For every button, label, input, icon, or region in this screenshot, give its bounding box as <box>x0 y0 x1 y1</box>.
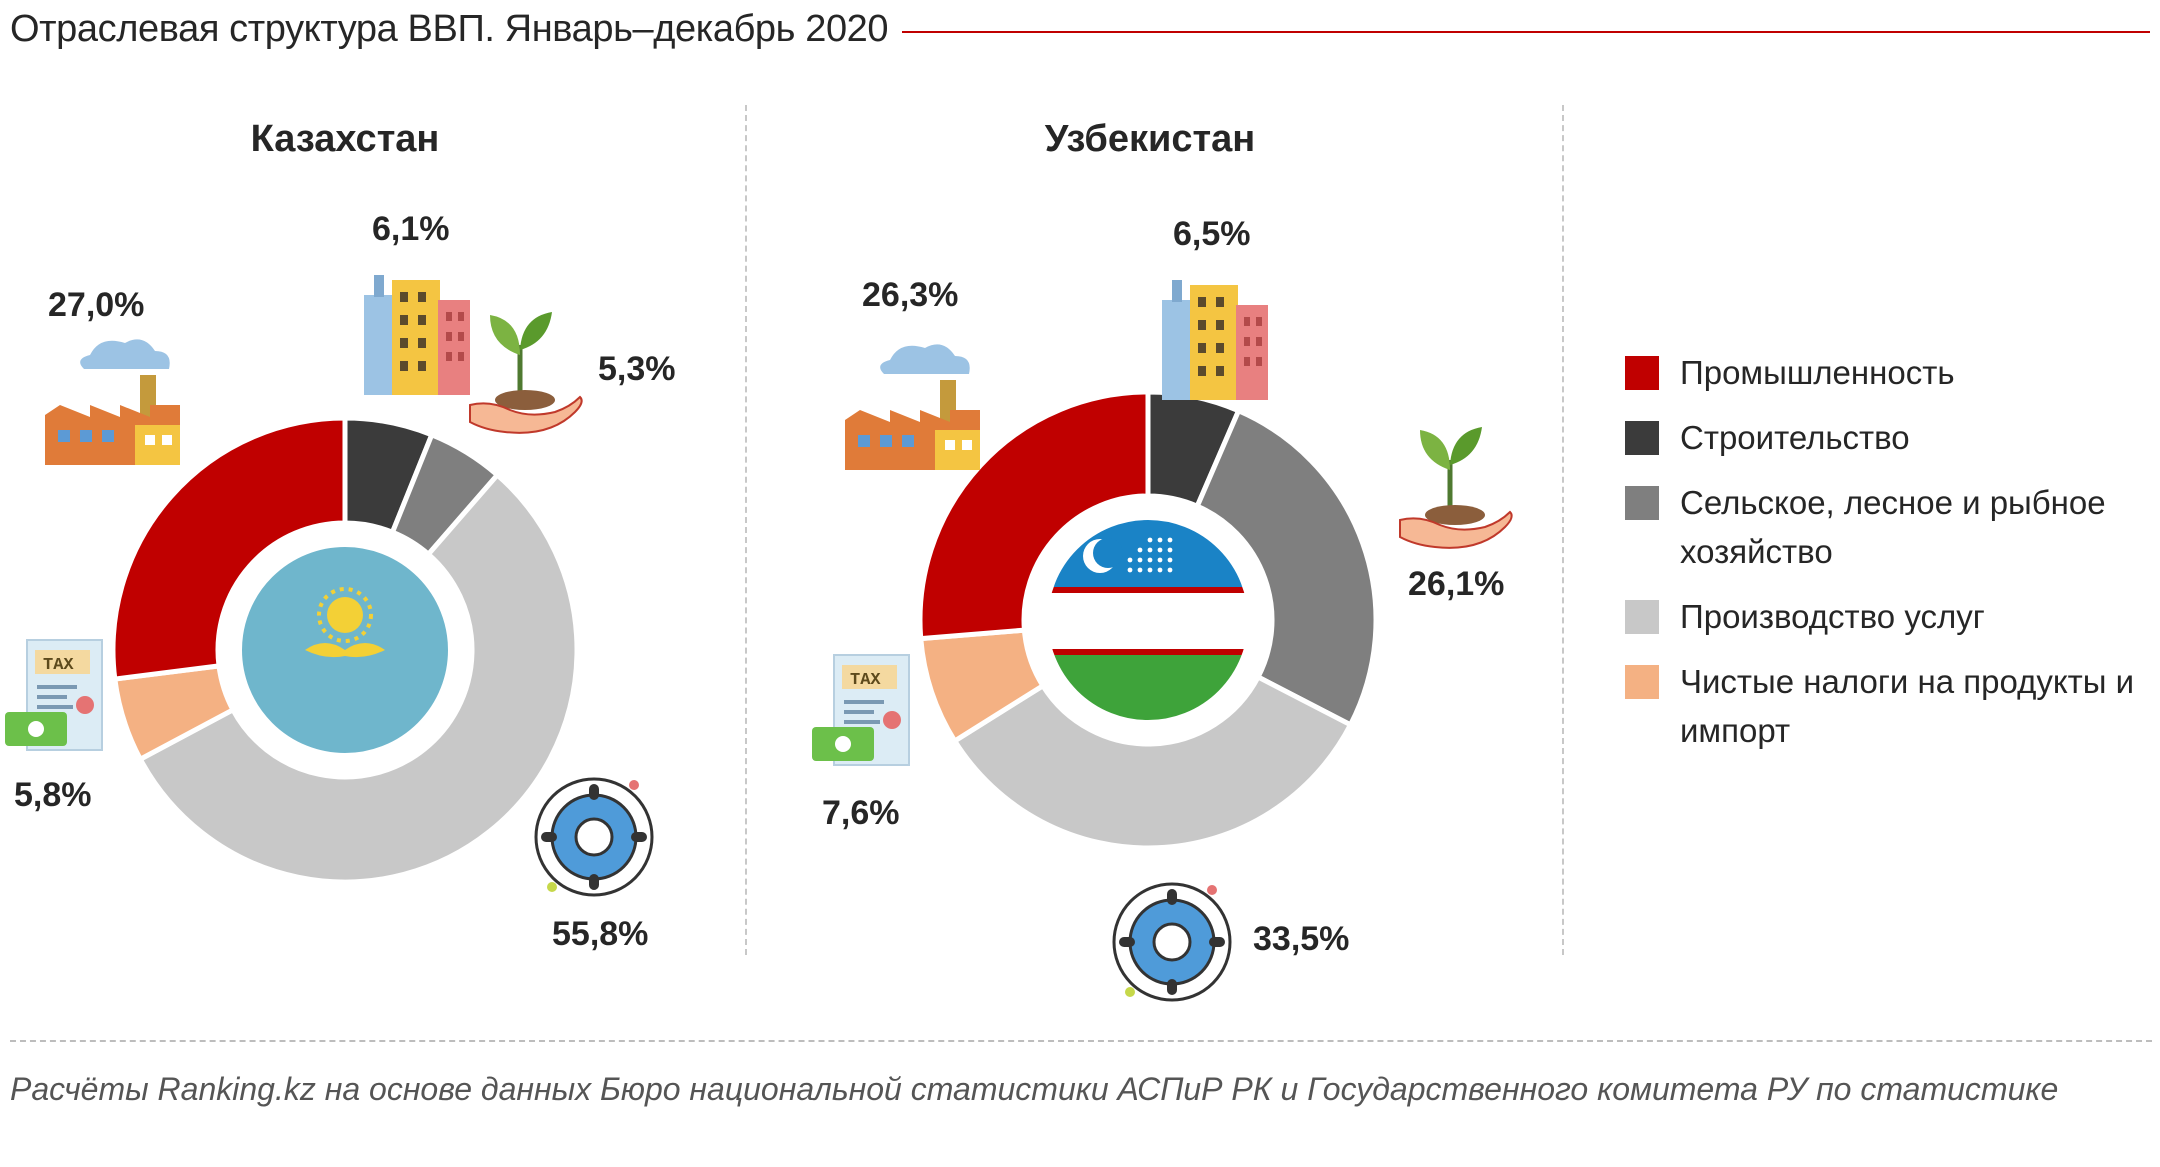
legend-swatch <box>1625 421 1659 455</box>
uz-label-services: 33,5% <box>1253 920 1349 958</box>
donut-kazakhstan <box>110 415 580 885</box>
legend-label: Строительство <box>1680 419 1910 456</box>
kz-label-services: 55,8% <box>552 915 648 953</box>
legend-swatch <box>1625 600 1659 634</box>
legend: Промышленность Строительство Сельское, л… <box>1625 348 2155 771</box>
chart-title: Отраслевая структура ВВП. Январь–декабрь… <box>10 8 903 51</box>
title-rule <box>10 31 2150 33</box>
uz-label-agriculture: 26,1% <box>1408 565 1504 603</box>
uz-label-industry: 26,3% <box>862 276 958 314</box>
legend-swatch <box>1625 665 1659 699</box>
tax-document-icon: TAX <box>5 639 103 751</box>
svg-text:TAX: TAX <box>850 671 881 690</box>
uz-label-taxes: 7,6% <box>822 794 900 832</box>
panel-title-kazakhstan: Казахстан <box>250 118 440 160</box>
separator-left <box>745 105 747 955</box>
uz-slice-services <box>951 673 1354 851</box>
legend-item-construction: Строительство <box>1625 413 2155 462</box>
legend-item-agriculture: Сельское, лесное и рыбное хозяйство <box>1625 478 2155 576</box>
legend-label: Чистые налоги на продукты и импорт <box>1680 663 2135 749</box>
separator-right <box>1562 105 1564 955</box>
legend-item-taxes: Чистые налоги на продукты и импорт <box>1625 657 2155 755</box>
factory-icon <box>45 339 180 465</box>
legend-swatch <box>1625 356 1659 390</box>
legend-label: Производство услуг <box>1680 598 1985 635</box>
panel-title-uzbekistan: Узбекистан <box>1044 118 1256 160</box>
legend-label: Промышленность <box>1680 354 1955 391</box>
kz-label-construction: 6,1% <box>372 210 450 248</box>
buildings-icon <box>1162 280 1268 400</box>
kazakhstan-flag <box>240 545 450 755</box>
tax-document-icon: TAX <box>812 654 910 766</box>
legend-label: Сельское, лесное и рыбное хозяйство <box>1680 484 2106 570</box>
chart-header: Отраслевая структура ВВП. Январь–декабрь… <box>10 4 2156 60</box>
kz-slice-services <box>136 471 580 885</box>
plant-in-hand-icon <box>1399 427 1513 549</box>
kz-label-industry: 27,0% <box>48 286 144 324</box>
source-note: Расчёты Ranking.kz на основе данных Бюро… <box>10 1071 2059 1107</box>
uz-slice-industry <box>917 389 1151 642</box>
kz-label-agriculture: 5,3% <box>598 350 676 388</box>
kz-slice-industry <box>110 415 348 682</box>
legend-item-services: Производство услуг <box>1625 592 2155 641</box>
uzbekistan-flag <box>1046 518 1250 722</box>
kz-label-taxes: 5,8% <box>14 776 92 814</box>
svg-text:TAX: TAX <box>43 656 74 675</box>
uz-label-construction: 6,5% <box>1173 215 1251 253</box>
gear-icon <box>534 777 654 897</box>
plant-in-hand-icon <box>469 312 583 434</box>
uz-slice-agriculture <box>1193 407 1379 729</box>
factory-icon <box>845 344 980 470</box>
buildings-icon <box>364 275 470 395</box>
donut-uzbekistan <box>917 389 1379 851</box>
footer-divider <box>10 1040 2152 1042</box>
gear-icon <box>1112 882 1232 1002</box>
legend-swatch <box>1625 486 1659 520</box>
legend-item-industry: Промышленность <box>1625 348 2155 397</box>
